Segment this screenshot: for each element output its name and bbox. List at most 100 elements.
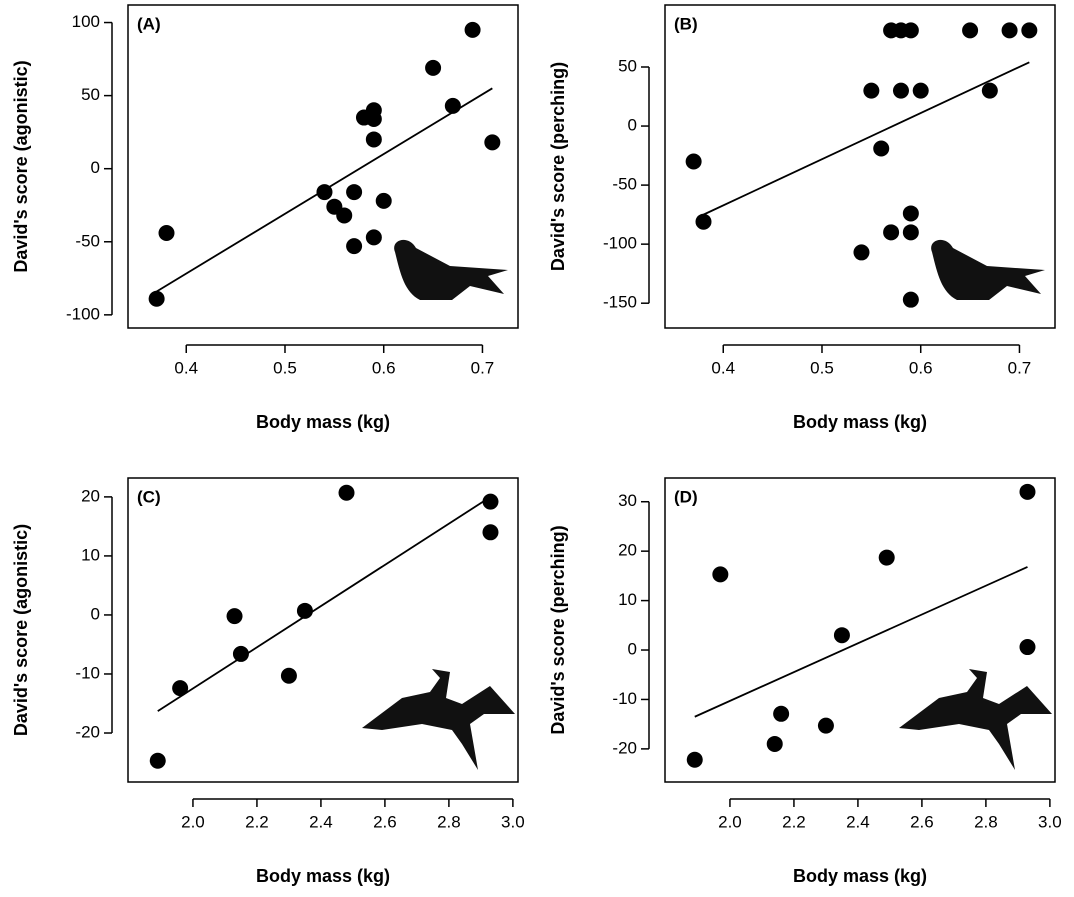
data-point [316,184,333,201]
panel: 2.0 2.2 2.4 2.6 2.8 3.0 -20 -10 0 10 20 Body mass (… [11,477,525,886]
data-point [232,645,249,662]
data-point [912,82,929,99]
data-point [375,192,392,209]
trend-line [694,566,1028,718]
data-point [878,549,895,566]
y-tick-label: -20 [75,722,100,741]
data-point [902,205,919,222]
panel: 2.0 2.2 2.4 2.6 2.8 3.0 -20 -10 0 10 20 30 Body mass… [548,477,1062,886]
data-point [444,97,461,114]
data-point [902,22,919,39]
data-point [425,59,442,76]
plot-frame [664,4,1056,329]
x-tick-label: 0.7 [1008,358,1032,377]
data-point [892,82,909,99]
y-tick-label: 10 [81,545,100,564]
panel-label: (A) [137,14,161,33]
y-axis-title: David's score (perching) [548,525,568,734]
data-point [148,290,165,307]
data-point [853,244,870,261]
x-axis-title: Body mass (kg) [256,866,390,886]
data-point [1001,22,1018,39]
x-tick-label: 0.5 [810,358,834,377]
x-axis-title: Body mass (kg) [793,412,927,432]
data-point [482,493,499,510]
data-point [149,752,166,769]
cormorant-silhouette [899,669,1052,770]
data-point [226,608,243,625]
data-point [712,566,729,583]
data-point [1019,483,1036,500]
plot-frame [664,477,1056,783]
y-axis-title: David's score (agonistic) [11,524,31,736]
data-point [817,717,834,734]
data-point [686,751,703,768]
trend-line [157,496,491,712]
data-point [338,484,355,501]
pigeon-silhouette [394,239,508,300]
data-point [346,184,363,201]
x-tick-label: 3.0 [501,812,525,831]
x-tick-label: 2.2 [782,812,806,831]
panel-label: (C) [137,487,161,506]
x-tick-label: 2.2 [245,812,269,831]
y-tick-label: 0 [91,158,100,177]
x-tick-label: 0.4 [711,358,735,377]
y-axis-title: David's score (agonistic) [11,60,31,272]
data-point [773,705,790,722]
y-tick-label: 100 [72,12,100,31]
x-tick-label: 0.6 [909,358,933,377]
y-tick-label: 10 [618,590,637,609]
pigeon-silhouette [931,239,1045,300]
y-tick-label: 20 [81,486,100,505]
y-tick-label: 30 [618,491,637,510]
x-tick-label: 0.4 [174,358,198,377]
x-tick-label: 0.6 [372,358,396,377]
data-point [981,82,998,99]
x-tick-label: 2.4 [846,812,870,831]
y-tick-label: 50 [81,85,100,104]
x-tick-label: 2.0 [718,812,742,831]
y-tick-label: 0 [628,116,637,135]
y-tick-label: -50 [75,231,100,250]
plot-frame [127,477,519,783]
data-point [873,140,890,157]
data-point [695,213,712,230]
data-point [902,224,919,241]
y-tick-label: -150 [603,293,637,312]
plot-frame [127,4,519,329]
x-tick-label: 2.4 [309,812,333,831]
data-point [296,602,313,619]
data-point [365,131,382,148]
x-tick-label: 2.6 [910,812,934,831]
data-point [484,134,501,151]
panel: 0.4 0.5 0.6 0.7 -150 -100 -50 0 50 Body mass (kg)… [548,4,1056,432]
cormorant-silhouette [362,669,515,770]
data-point [158,225,175,241]
y-tick-label: 20 [618,541,637,560]
panel-label: (B) [674,14,698,33]
x-tick-label: 0.5 [273,358,297,377]
x-axis-title: Body mass (kg) [256,412,390,432]
data-point [685,153,702,170]
x-axis-title: Body mass (kg) [793,866,927,886]
data-point [482,524,499,541]
x-tick-label: 2.0 [181,812,205,831]
y-tick-label: -10 [612,689,637,708]
x-tick-label: 0.7 [471,358,495,377]
y-tick-label: 50 [618,56,637,75]
y-tick-label: -100 [66,304,100,323]
y-axis-title: David's score (perching) [548,62,568,271]
data-point [280,667,297,684]
y-tick-label: 0 [91,604,100,623]
data-point [883,224,900,241]
y-tick-label: 0 [628,640,637,659]
y-tick-label: -100 [603,234,637,253]
trend-line [703,61,1030,216]
data-point [863,82,880,99]
data-point [962,22,979,39]
data-point [365,111,382,127]
data-point [336,207,353,224]
x-tick-label: 2.8 [437,812,461,831]
